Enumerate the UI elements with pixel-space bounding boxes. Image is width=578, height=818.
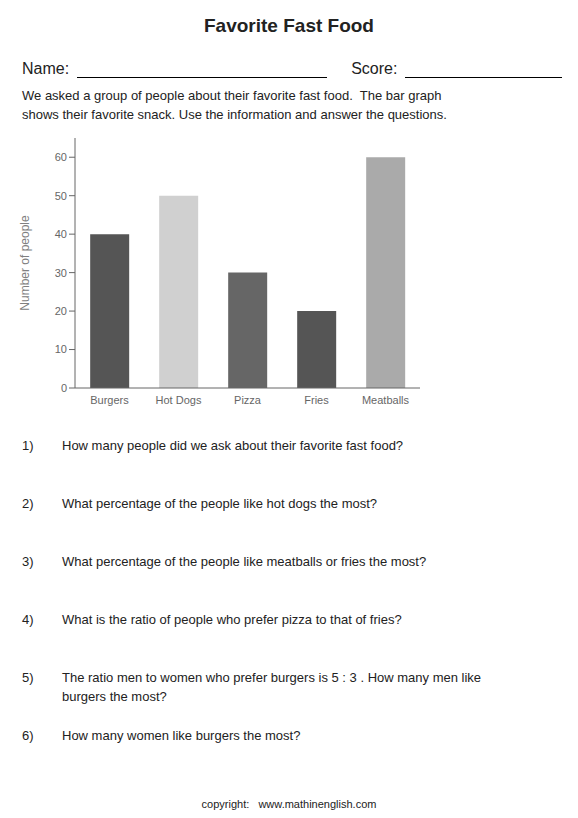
svg-text:Number of people: Number of people bbox=[18, 215, 32, 311]
svg-text:Pizza: Pizza bbox=[234, 394, 262, 406]
html-text:2): 2) bbox=[22, 496, 34, 511]
html-text:Name:: Name: bbox=[22, 60, 70, 77]
html-text:We asked a group of people abo: We asked a group of people about their f… bbox=[22, 88, 442, 103]
svg-text:60: 60 bbox=[55, 151, 67, 163]
html-text:What percentage of the people: What percentage of the people like meatb… bbox=[62, 554, 427, 569]
html-text:The ratio men to women who pre: The ratio men to women who prefer burger… bbox=[62, 670, 482, 704]
svg-text:Hot Dogs: Hot Dogs bbox=[156, 394, 202, 406]
html-text:Score:: Score: bbox=[351, 60, 398, 77]
html-text:How many people did we ask abo: How many people did we ask about their f… bbox=[62, 438, 404, 453]
svg-text:50: 50 bbox=[55, 190, 67, 202]
svg-text:40: 40 bbox=[55, 228, 67, 240]
html-text:6): 6) bbox=[22, 728, 34, 743]
html-text:Favorite Fast Food: Favorite Fast Food bbox=[204, 15, 374, 36]
html-text:What is the ratio of people wh: What is the ratio of people who prefer p… bbox=[62, 612, 402, 627]
html-text:1): 1) bbox=[22, 438, 34, 453]
html-text:shows their favorite snack. Us: shows their favorite snack. Use the info… bbox=[22, 107, 447, 122]
html-text:What percentage of the people: What percentage of the people like hot d… bbox=[62, 496, 378, 511]
svg-text:Meatballs: Meatballs bbox=[362, 394, 410, 406]
svg-text:Burgers: Burgers bbox=[90, 394, 129, 406]
html-text:copyright: www.mathinenglish.c: copyright: www.mathinenglish.com bbox=[201, 798, 377, 810]
svg-text:30: 30 bbox=[55, 267, 67, 279]
html-text:How many women like burgers th: How many women like burgers the most? bbox=[62, 728, 301, 743]
svg-text:0: 0 bbox=[61, 382, 67, 394]
svg-text:Fries: Fries bbox=[304, 394, 329, 406]
svg-text:20: 20 bbox=[55, 305, 67, 317]
html-text:3): 3) bbox=[22, 554, 34, 569]
html-text:5): 5) bbox=[22, 670, 34, 685]
svg-text:10: 10 bbox=[55, 343, 67, 355]
html-text:4): 4) bbox=[22, 612, 34, 627]
